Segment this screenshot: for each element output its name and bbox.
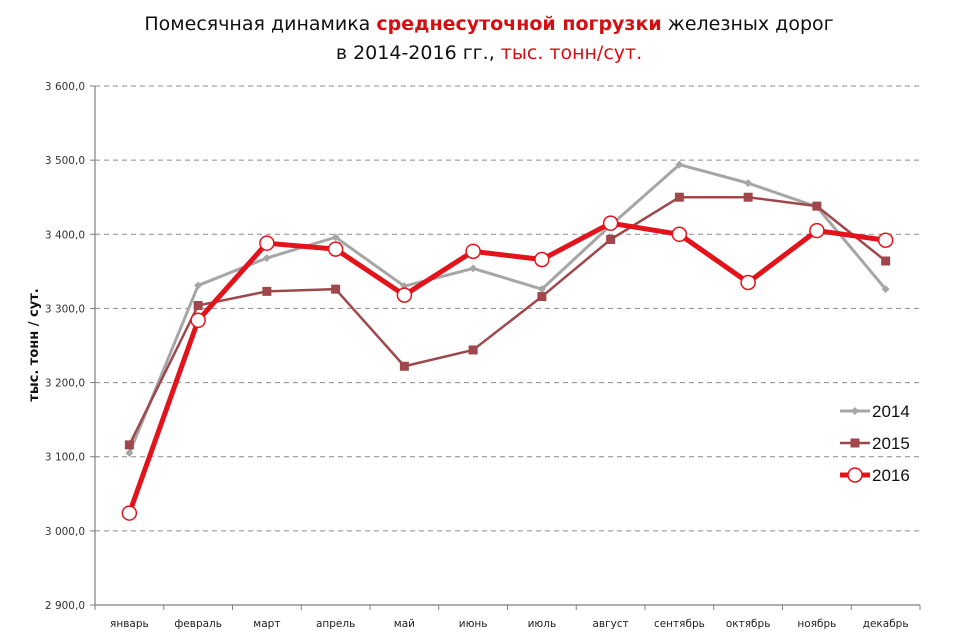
legend-item-2014: 2014 xyxy=(840,402,910,421)
square-marker xyxy=(124,440,134,450)
x-tick-label: февраль xyxy=(174,618,222,630)
square-marker xyxy=(606,234,616,244)
diamond-marker xyxy=(744,179,753,188)
diamond-marker xyxy=(262,254,271,263)
y-tick-label: 3 100,0 xyxy=(45,452,85,464)
circle-marker xyxy=(809,222,825,239)
chart-title-line1: Помесячная динамика среднесуточной погру… xyxy=(144,13,834,35)
gridlines xyxy=(95,85,920,532)
square-marker xyxy=(193,300,203,310)
y-axis-label: тыс. тонн / сут. xyxy=(27,288,42,401)
x-tick-label: август xyxy=(593,618,629,630)
square-marker xyxy=(743,192,753,202)
y-axis: 2 900,0 3 000,0 3 100,0 3 200,0 3 300,0 3 400… xyxy=(45,81,96,612)
chart-title: Помесячная динамика среднесуточной погру… xyxy=(0,10,978,68)
square-marker xyxy=(881,256,891,266)
circle-marker xyxy=(190,312,206,329)
y-tick-label: 3 300,0 xyxy=(45,303,85,315)
diamond-marker xyxy=(331,233,340,242)
y-tick-label: 3 200,0 xyxy=(45,378,85,390)
x-axis: январь февраль март апрель май июнь июль август… xyxy=(94,604,921,630)
series-lines xyxy=(121,160,894,521)
legend-label: 2014 xyxy=(872,402,910,421)
circle-marker xyxy=(877,232,894,248)
x-tick-label: декабрь xyxy=(863,618,909,630)
square-marker xyxy=(331,284,341,294)
x-tick-label: октябрь xyxy=(726,618,771,630)
series-line xyxy=(127,163,887,454)
x-tick-label: июнь xyxy=(459,618,488,630)
square-marker xyxy=(674,192,684,202)
legend-label: 2016 xyxy=(872,466,910,485)
y-tick-label: 2 900,0 xyxy=(45,600,85,612)
series-line xyxy=(127,220,886,514)
x-tick-label: апрель xyxy=(316,618,355,630)
circle-marker xyxy=(327,241,344,257)
title-highlight: среднесуточной погрузки xyxy=(376,13,662,35)
x-tick-label: май xyxy=(394,618,415,630)
square-marker xyxy=(812,201,822,211)
diamond-marker xyxy=(675,160,684,169)
circle-marker xyxy=(396,287,413,303)
legend: 2014 2015 2016 xyxy=(840,402,910,485)
y-tick-label: 3 400,0 xyxy=(45,229,85,241)
square-marker xyxy=(468,345,478,355)
diamond-marker xyxy=(194,281,203,290)
legend-label: 2015 xyxy=(872,434,910,453)
series-line xyxy=(128,195,887,446)
diamond-marker xyxy=(469,264,478,273)
diamond-marker xyxy=(125,449,134,458)
x-tick-label: сентябрь xyxy=(654,618,705,630)
square-marker xyxy=(850,438,860,448)
y-tick-label: 3 000,0 xyxy=(45,526,85,538)
x-tick-label: июль xyxy=(528,618,557,630)
circle-marker xyxy=(121,505,138,521)
circle-marker xyxy=(534,251,550,268)
legend-item-2015: 2015 xyxy=(840,434,910,453)
square-marker xyxy=(399,361,409,371)
x-tick-label: ноябрь xyxy=(797,618,836,630)
square-marker xyxy=(262,286,272,296)
y-tick-label: 3 600,0 xyxy=(45,81,85,93)
circle-marker xyxy=(671,226,688,243)
circle-marker xyxy=(740,274,756,291)
x-tick-label: март xyxy=(253,618,280,630)
x-tick-label: январь xyxy=(110,618,149,630)
circle-marker xyxy=(465,243,481,260)
title-units: тыс. тонн/сут. xyxy=(500,42,643,64)
y-tick-label: 3 500,0 xyxy=(45,155,85,167)
legend-item-2016: 2016 xyxy=(840,466,910,485)
diamond-marker xyxy=(537,285,546,294)
circle-marker xyxy=(259,235,275,251)
circle-marker xyxy=(602,215,619,231)
diamond-marker xyxy=(851,407,859,415)
series-2014 xyxy=(125,160,890,458)
circle-marker xyxy=(847,467,863,483)
chart-title-line2: в 2014-2016 гг., тыс. тонн/сут. xyxy=(335,42,643,64)
square-marker xyxy=(537,292,547,302)
diamond-marker xyxy=(881,285,890,294)
series-2016 xyxy=(121,215,894,521)
series-2015 xyxy=(124,192,891,450)
